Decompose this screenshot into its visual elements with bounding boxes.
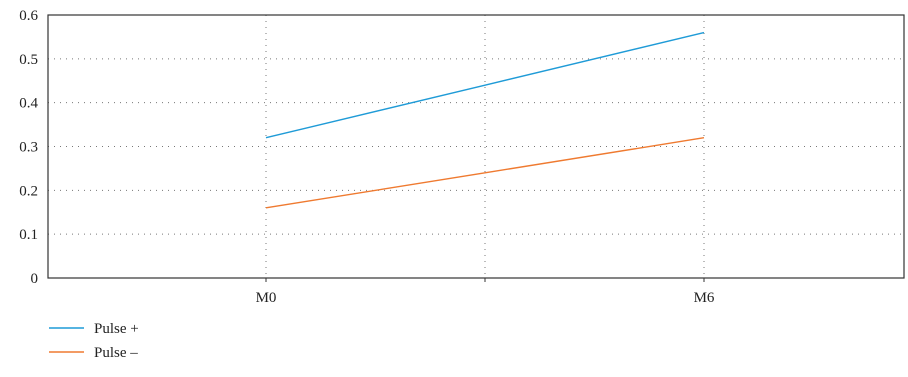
legend-label-2: Pulse – [94,345,138,361]
y-axis: 0 0.1 0.2 0.3 0.4 0.5 0.6 [19,8,38,287]
y-tick-label: 0.1 [19,227,38,243]
legend-label-1: Pulse + [94,321,139,337]
series-lines [265,31,705,209]
x-axis: M0 M6 [256,278,715,306]
y-tick-label: 0.3 [19,140,38,156]
series-line-1 [265,31,705,139]
x-tick-label: M6 [694,290,715,306]
x-tick-label: M0 [256,290,277,306]
y-tick-label: 0.4 [19,96,38,112]
grid-lines [48,15,904,278]
series-line-2 [265,137,705,209]
plot-frame [47,14,905,279]
y-tick-label: 0 [31,271,39,287]
y-tick-label: 0.2 [19,183,38,199]
y-tick-label: 0.5 [19,52,38,68]
legend: Pulse + Pulse – [49,321,139,361]
y-tick-label: 0.6 [19,8,38,24]
